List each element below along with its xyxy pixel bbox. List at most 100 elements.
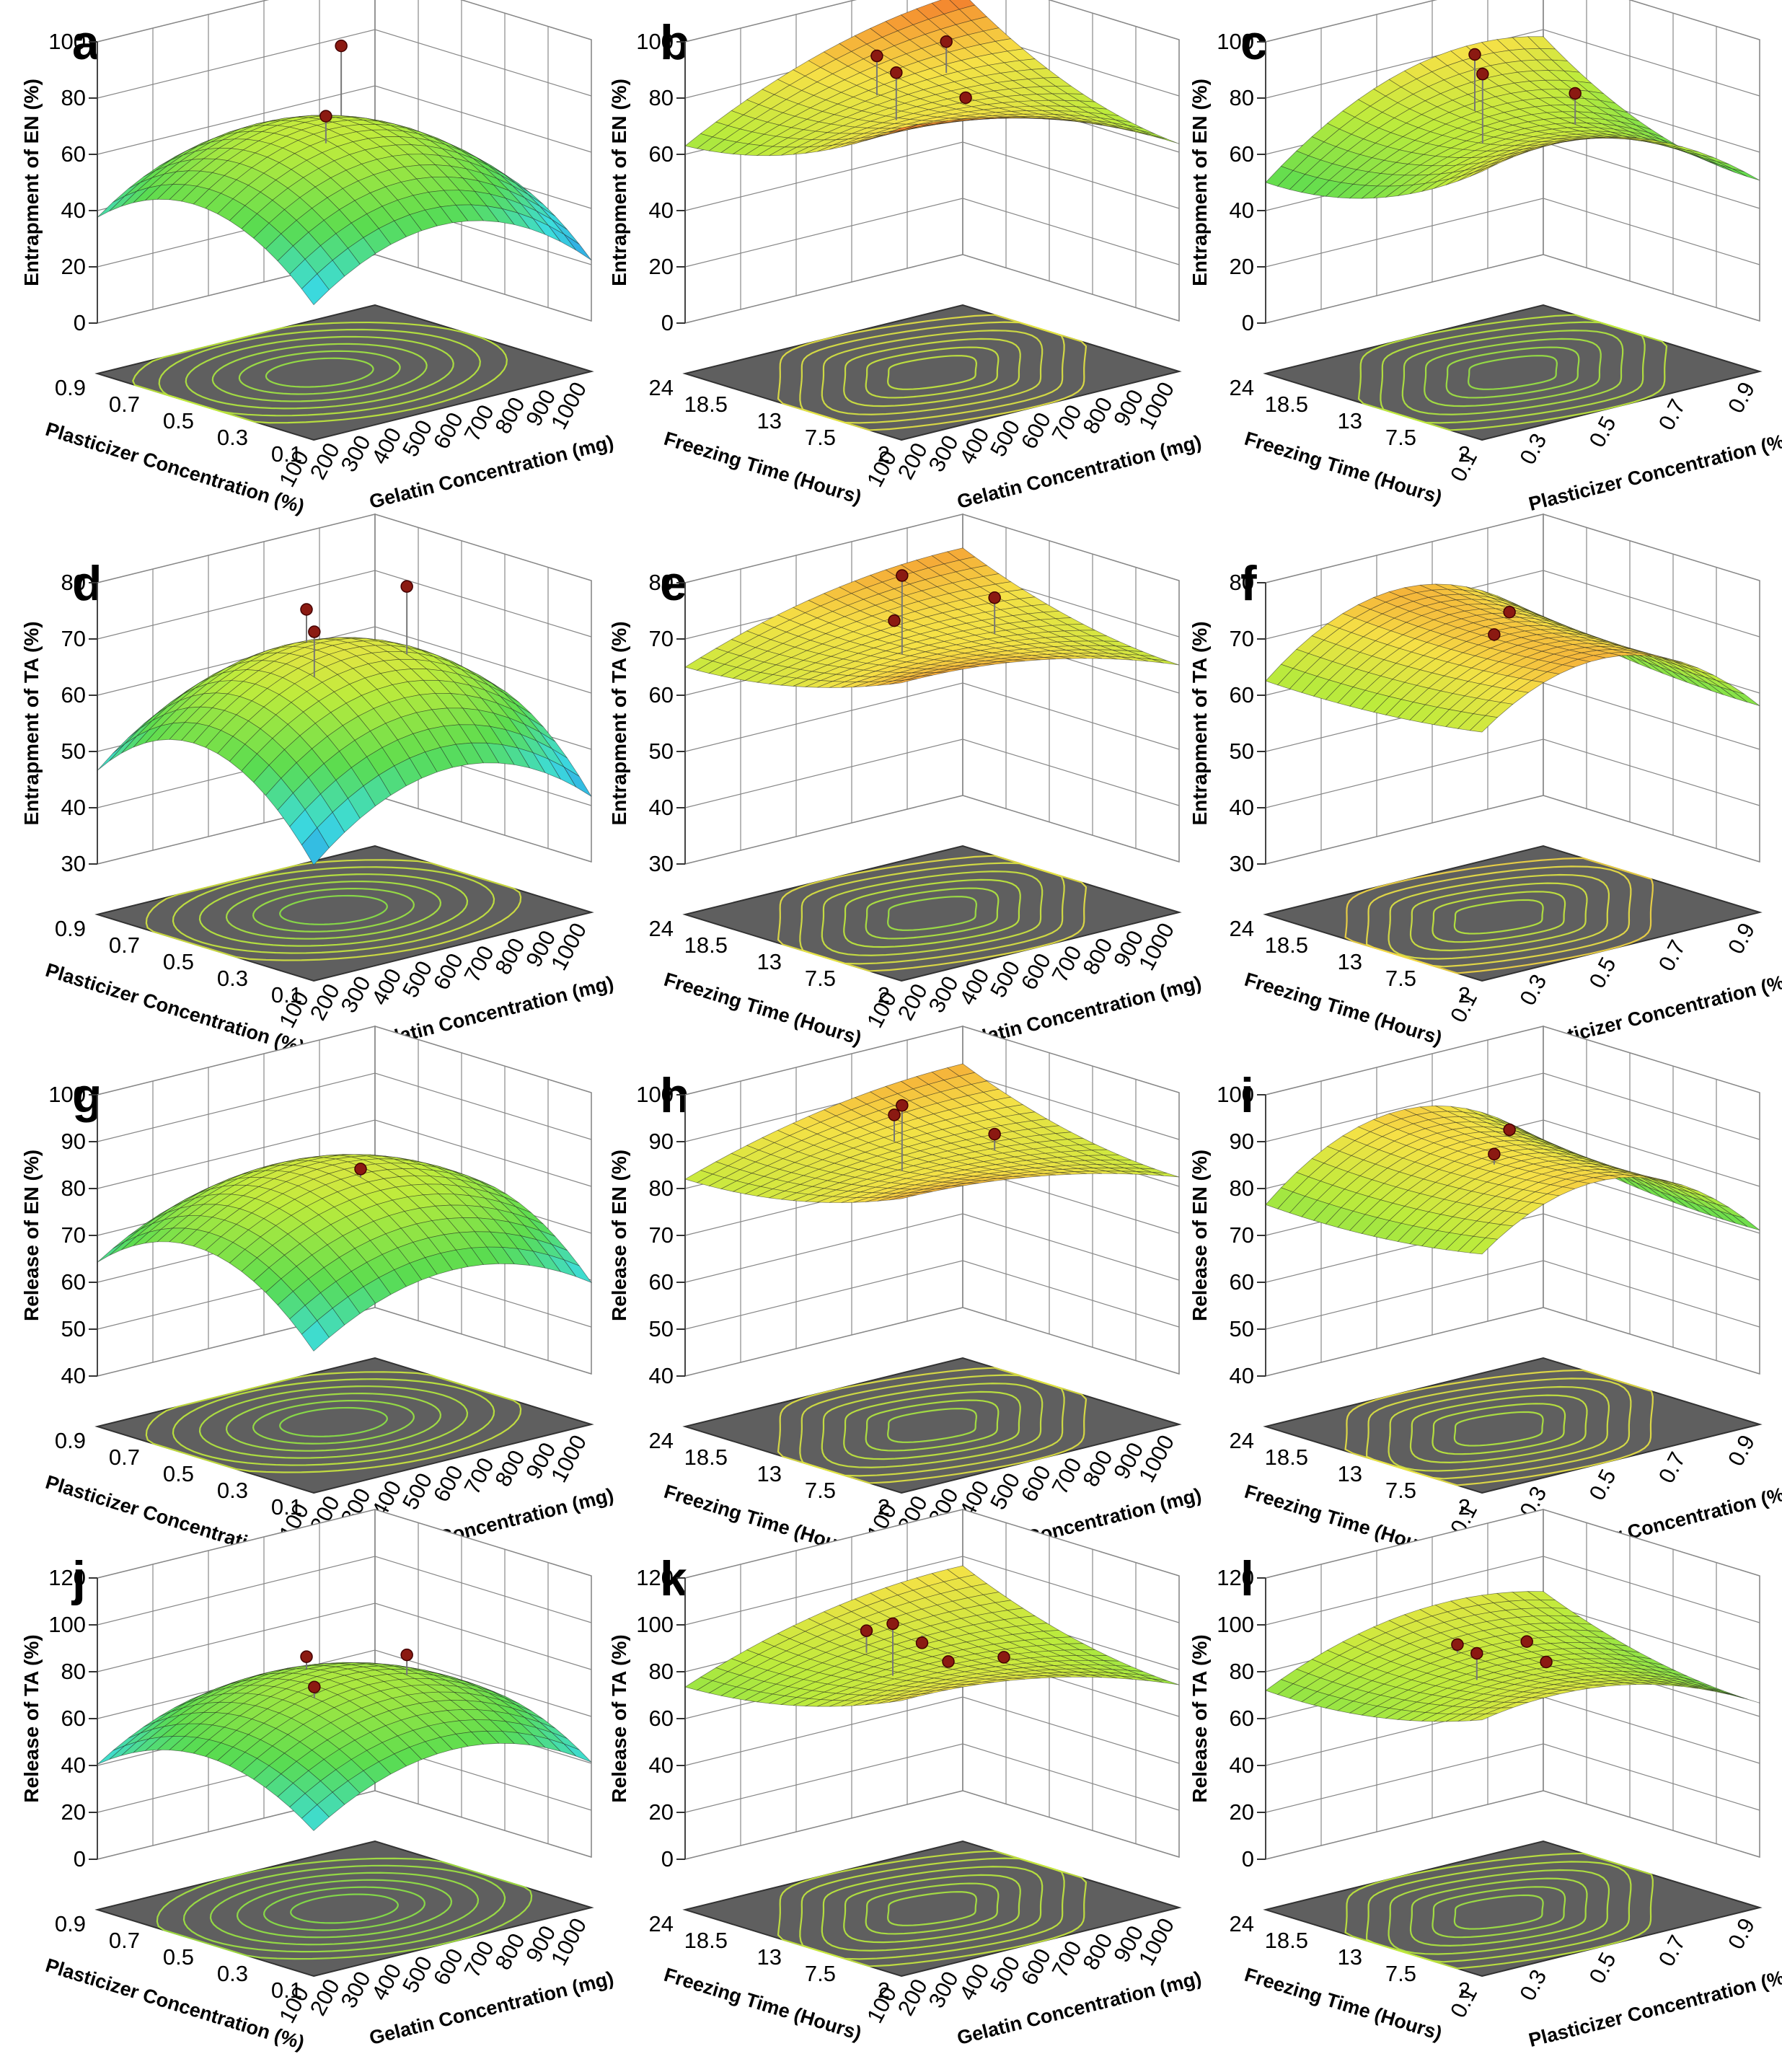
y-tick-label: 24 [1230, 1911, 1254, 1936]
x-tick-label: 0.9 [1723, 1431, 1760, 1470]
contour-line [843, 338, 1021, 407]
design-point [1488, 628, 1501, 641]
y-tick-label: 18.5 [1265, 1928, 1308, 1953]
z-axis-title: Entrapment of EN (%) [608, 79, 630, 286]
y-tick-label: 13 [757, 1944, 782, 1970]
z-tick-label: 80 [61, 85, 86, 110]
contour-line [1468, 355, 1558, 390]
z-tick-label: 40 [61, 1363, 86, 1388]
contour-line [132, 321, 508, 424]
contour-line [172, 866, 495, 954]
floor-plane [682, 304, 1182, 441]
z-axis-title: Entrapment of EN (%) [1188, 79, 1211, 286]
design-point [942, 1655, 955, 1668]
contour-line [821, 870, 1044, 956]
contour-line [887, 355, 977, 390]
z-tick-label: 100 [1217, 1612, 1254, 1637]
design-point [1569, 87, 1582, 100]
z-tick-label: 0 [1242, 1846, 1254, 1872]
z-axis-title: Entrapment of TA (%) [1188, 621, 1211, 825]
contour-line [821, 330, 1044, 415]
z-axis: 0 20 40 60 80 100 120 Release of TA (%) [1188, 1565, 1266, 1872]
z-tick-label: 50 [61, 739, 86, 764]
z-tick-label: 100 [636, 1612, 674, 1637]
z-tick-label: 120 [1217, 1565, 1254, 1590]
z-axis: 0 20 40 60 80 100 Entrapment of EN (%) [20, 29, 97, 335]
z-tick-label: 90 [1230, 1129, 1254, 1154]
design-point [888, 614, 901, 627]
y-tick-label: 7.5 [1385, 425, 1416, 450]
z-tick-label: 70 [61, 1222, 86, 1248]
y-tick-label: 2 [878, 1978, 890, 2003]
z-axis: 0 20 40 60 80 100 120 Release of TA (%) [20, 1565, 97, 1872]
z-tick-label: 0 [661, 1846, 674, 1872]
contour-line [1401, 330, 1624, 415]
z-tick-label: 70 [1230, 1222, 1254, 1248]
z-axis-title: Release of TA (%) [20, 1634, 43, 1802]
contour-line [1388, 873, 1610, 960]
design-points [319, 39, 348, 144]
x-tick-label: 0.7 [1654, 936, 1690, 975]
y-tick-label: 24 [1230, 916, 1254, 941]
design-point [988, 1127, 1001, 1141]
z-axis-title: Entrapment of TA (%) [20, 621, 43, 825]
surface-cell [301, 273, 330, 306]
design-point [940, 35, 953, 48]
x-tick-label: 0.9 [1723, 378, 1760, 417]
z-tick-label: 70 [61, 626, 86, 651]
y-tick-label: 0.7 [109, 1928, 140, 1953]
y-tick-label: 0.7 [109, 933, 140, 958]
y-tick-label: 24 [649, 1911, 674, 1936]
z-tick-label: 100 [48, 29, 86, 54]
design-point [988, 591, 1001, 604]
z-tick-label: 70 [1230, 626, 1254, 651]
z-axis: 40 50 60 70 80 90 100 Release of EN (%) [1188, 1082, 1266, 1388]
z-tick-label: 40 [61, 198, 86, 223]
response-surface [97, 115, 592, 306]
y-tick-label: 0.5 [163, 408, 194, 433]
design-point [915, 1636, 929, 1649]
y-tick-label: 7.5 [805, 966, 836, 991]
y-tick-label: 18.5 [684, 1928, 728, 1953]
right-back-wall [1543, 0, 1760, 322]
x-tick-label: 0.3 [1514, 970, 1551, 1009]
y-tick-label: 0.7 [109, 1445, 140, 1470]
y-tick-label: 2 [1458, 982, 1470, 1008]
x-tick-label: 0.3 [1514, 1965, 1551, 2004]
x-tick-label: 0.9 [1723, 1914, 1760, 1953]
z-tick-label: 80 [1230, 1176, 1254, 1201]
contour-line [1424, 338, 1602, 407]
y-tick-label: 18.5 [1265, 1445, 1308, 1470]
z-axis: 30 40 50 60 70 80 Entrapment of TA (%) [1188, 570, 1266, 876]
x-tick-label: 0.7 [1654, 395, 1690, 434]
contour-line [1409, 882, 1588, 951]
y-tick-label: 0.5 [163, 1461, 194, 1486]
y-tick-label: 2 [1458, 441, 1470, 467]
z-tick-label: 60 [1230, 1706, 1254, 1731]
design-point [354, 1163, 367, 1176]
y-tick-label: 24 [1230, 1428, 1254, 1453]
contour-floor [94, 845, 594, 982]
y-tick-label: 2 [878, 1494, 890, 1520]
y-tick-label: 7.5 [805, 1478, 836, 1503]
y-tick-label: 13 [1338, 949, 1362, 974]
z-tick-label: 40 [1230, 198, 1254, 223]
contour-line [799, 321, 1065, 424]
y-tick-label: 13 [1338, 1461, 1362, 1486]
right-back-wall [962, 513, 1180, 863]
contour-floor [682, 845, 1182, 982]
y-tick-label: 0.1 [271, 1494, 302, 1520]
z-tick-label: 40 [649, 1753, 674, 1778]
z-tick-label: 60 [61, 1269, 86, 1295]
y-tick-label: 0.9 [55, 1428, 86, 1453]
x-tick-label: 0.9 [1723, 919, 1760, 958]
wall-grid-line [684, 0, 1180, 43]
z-tick-label: 50 [649, 1316, 674, 1341]
z-tick-label: 60 [649, 1706, 674, 1731]
z-tick-label: 60 [649, 682, 674, 707]
